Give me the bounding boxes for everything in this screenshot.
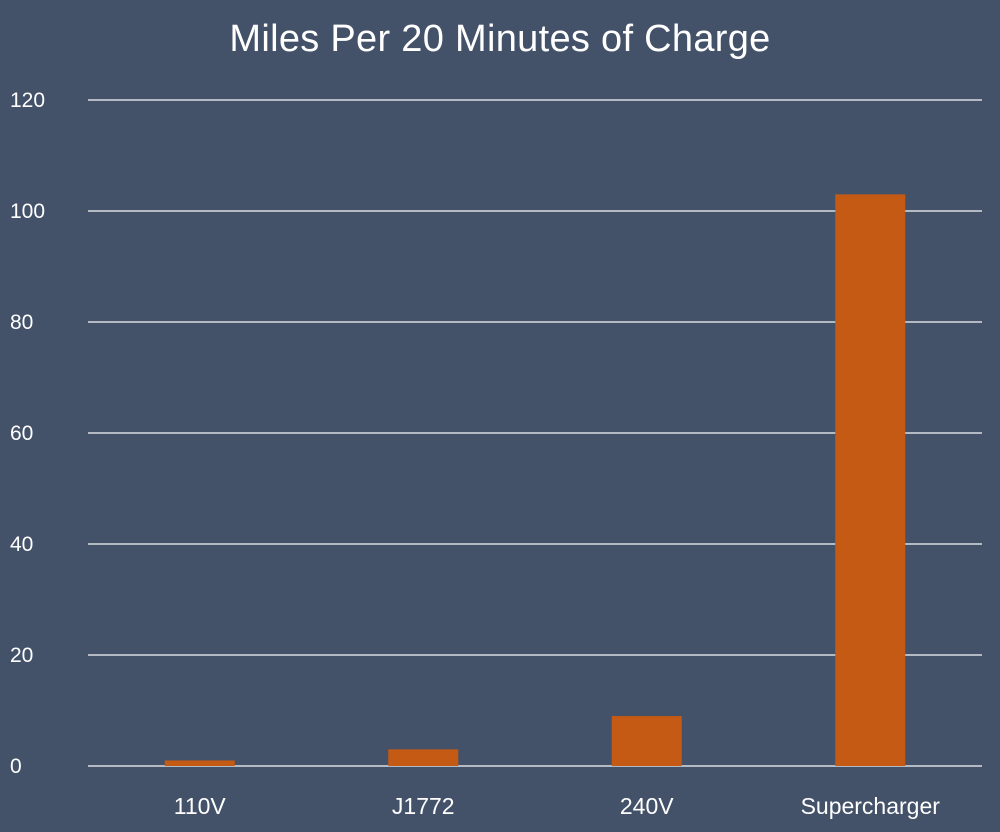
x-category-label: Supercharger [801,793,941,819]
bar-j1772 [388,749,459,766]
chart-title: Miles Per 20 Minutes of Charge [229,18,771,60]
x-category-label: 110V [174,793,227,819]
bar-110v [164,760,235,766]
bar-supercharger [835,194,906,767]
y-tick-label: 80 [10,311,33,334]
y-tick-label: 100 [10,200,45,223]
y-tick-label: 0 [10,755,22,778]
bar-240v [611,716,682,766]
x-category-label: J1772 [392,793,455,819]
y-tick-label: 20 [10,644,33,667]
x-category-label: 240V [620,793,674,819]
y-tick-label: 120 [10,89,45,112]
y-tick-label: 40 [10,533,33,556]
y-tick-label: 60 [10,422,33,445]
